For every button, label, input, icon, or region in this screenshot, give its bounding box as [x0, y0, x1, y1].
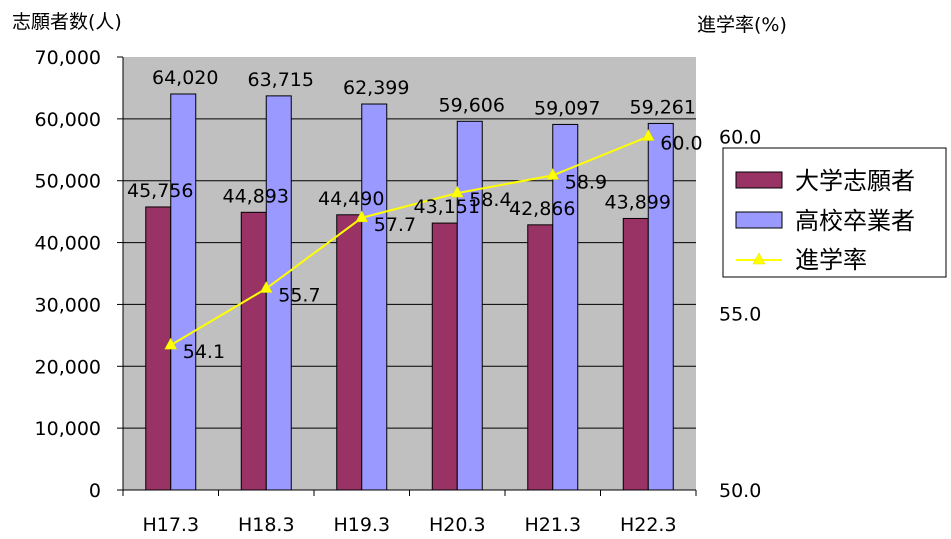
data-label-rate: 55.7	[278, 285, 320, 307]
bar-applicants	[431, 222, 458, 491]
rate-marker	[641, 129, 655, 141]
bar-applicants	[240, 211, 267, 491]
y-right-tick-label: 60.0	[719, 127, 761, 149]
data-label-rate: 60.0	[660, 133, 702, 155]
y-right-tick-label: 50.0	[719, 480, 761, 502]
data-label-applicants: 44,490	[318, 188, 384, 210]
data-label-rate: 58.4	[469, 189, 511, 211]
data-labels: 45,756 44,893 44,490 43,151 42,866 43,899 64,0…	[127, 67, 703, 363]
plot-area	[123, 57, 696, 490]
left-axis-title: 志願者数(人)	[12, 11, 122, 33]
legend-label-graduates: 高校卒業者	[795, 207, 915, 235]
data-label-applicants: 45,756	[127, 180, 193, 202]
bar-graduates	[265, 95, 292, 491]
bar-applicants	[622, 217, 649, 491]
y-left-tick-label: 70,000	[35, 47, 101, 69]
ticks: 70,000 60,000 50,000 40,000 30,000 20,000 10,0…	[35, 47, 762, 536]
y-left-tick-label: 0	[89, 480, 101, 502]
rate-marker	[546, 167, 560, 180]
x-tick-label: H21.3	[524, 514, 581, 536]
legend-label-rate: 進学率	[795, 246, 867, 274]
right-axis-title: 進学率(%)	[697, 14, 787, 36]
data-label-applicants: 43,151	[414, 196, 480, 218]
rate-marker	[450, 185, 464, 198]
bar-graduates	[456, 120, 483, 491]
data-label-rate: 57.7	[374, 214, 416, 236]
y-left-tick-label: 40,000	[35, 233, 101, 255]
bar-graduates	[361, 103, 388, 491]
data-label-applicants: 44,893	[223, 185, 289, 207]
x-tick-label: H19.3	[333, 514, 390, 536]
rate-marker	[259, 281, 273, 293]
x-tick-label: H17.3	[142, 514, 199, 536]
data-label-rate: 58.9	[565, 171, 607, 193]
bar-applicants	[527, 224, 554, 491]
legend-swatch-rate-marker	[752, 252, 766, 265]
data-label-graduates: 63,715	[248, 69, 314, 91]
gridlines	[123, 118, 696, 429]
data-label-rate: 54.1	[183, 341, 225, 363]
y-left-tick-label: 30,000	[35, 294, 101, 316]
data-label-graduates: 59,606	[439, 94, 505, 116]
bar-graduates	[647, 122, 674, 491]
data-label-graduates: 64,020	[152, 67, 218, 89]
data-label-graduates: 62,399	[343, 77, 409, 99]
x-tick-label: H22.3	[620, 514, 677, 536]
data-label-graduates: 59,261	[630, 96, 696, 118]
legend-swatch-graduates	[735, 211, 783, 229]
rate-line	[164, 129, 655, 350]
legend: 大学志願者 高校卒業者 進学率	[722, 147, 947, 278]
y-left-tick-label: 20,000	[35, 356, 101, 378]
data-label-applicants: 43,899	[605, 191, 671, 213]
bar-graduates	[552, 123, 579, 491]
y-left-tick-label: 60,000	[35, 109, 101, 131]
y-right-tick-label: 55.0	[719, 303, 761, 325]
y-left-tick-label: 50,000	[35, 171, 101, 193]
bar-applicants	[336, 214, 363, 491]
data-label-applicants: 42,866	[509, 198, 575, 220]
data-label-graduates: 59,097	[534, 97, 600, 119]
rate-marker	[164, 337, 178, 350]
bar-graduates	[170, 93, 197, 491]
legend-swatch-applicants	[735, 171, 783, 189]
y-left-tick-label: 10,000	[35, 418, 101, 440]
rate-line-path	[170, 135, 649, 346]
x-tick-label: H18.3	[238, 514, 295, 536]
legend-label-applicants: 大学志願者	[795, 167, 915, 195]
rate-marker	[355, 210, 369, 223]
bars	[145, 93, 674, 491]
x-tick-label: H20.3	[429, 514, 486, 536]
